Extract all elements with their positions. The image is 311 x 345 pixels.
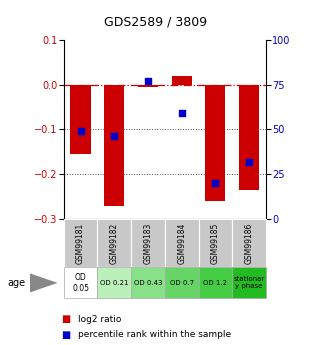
Text: percentile rank within the sample: percentile rank within the sample <box>78 330 231 339</box>
Point <box>78 128 83 134</box>
Bar <box>131 267 165 298</box>
Bar <box>104 85 124 206</box>
Text: stationar
y phase: stationar y phase <box>234 276 265 289</box>
Text: ■: ■ <box>61 330 70 339</box>
Bar <box>198 219 232 267</box>
Polygon shape <box>30 273 58 293</box>
Text: OD 1.2: OD 1.2 <box>203 280 227 286</box>
Bar <box>232 267 266 298</box>
Point <box>179 110 184 116</box>
Point <box>146 78 151 84</box>
Bar <box>71 85 91 154</box>
Bar <box>165 219 198 267</box>
Text: GSM99181: GSM99181 <box>76 223 85 264</box>
Bar <box>205 85 225 201</box>
Point <box>213 180 218 186</box>
Text: GDS2589 / 3809: GDS2589 / 3809 <box>104 16 207 29</box>
Point <box>247 159 252 165</box>
Bar <box>131 219 165 267</box>
Text: GSM99183: GSM99183 <box>143 223 152 264</box>
Bar <box>172 77 192 85</box>
Text: GSM99185: GSM99185 <box>211 223 220 264</box>
Text: age: age <box>8 278 26 288</box>
Bar <box>64 267 97 298</box>
Bar <box>97 267 131 298</box>
Bar <box>232 219 266 267</box>
Text: OD 0.21: OD 0.21 <box>100 280 128 286</box>
Bar <box>138 85 158 87</box>
Text: log2 ratio: log2 ratio <box>78 315 121 324</box>
Point <box>112 133 117 138</box>
Text: GSM99186: GSM99186 <box>244 223 253 264</box>
Bar <box>239 85 259 190</box>
Text: ■: ■ <box>61 314 70 324</box>
Text: OD 0.43: OD 0.43 <box>134 280 162 286</box>
Bar <box>64 219 97 267</box>
Bar <box>97 219 131 267</box>
Text: GSM99182: GSM99182 <box>110 223 119 264</box>
Text: GSM99184: GSM99184 <box>177 223 186 264</box>
Text: OD
0.05: OD 0.05 <box>72 273 89 293</box>
Bar <box>198 267 232 298</box>
Text: OD 0.7: OD 0.7 <box>169 280 194 286</box>
Bar <box>165 267 198 298</box>
